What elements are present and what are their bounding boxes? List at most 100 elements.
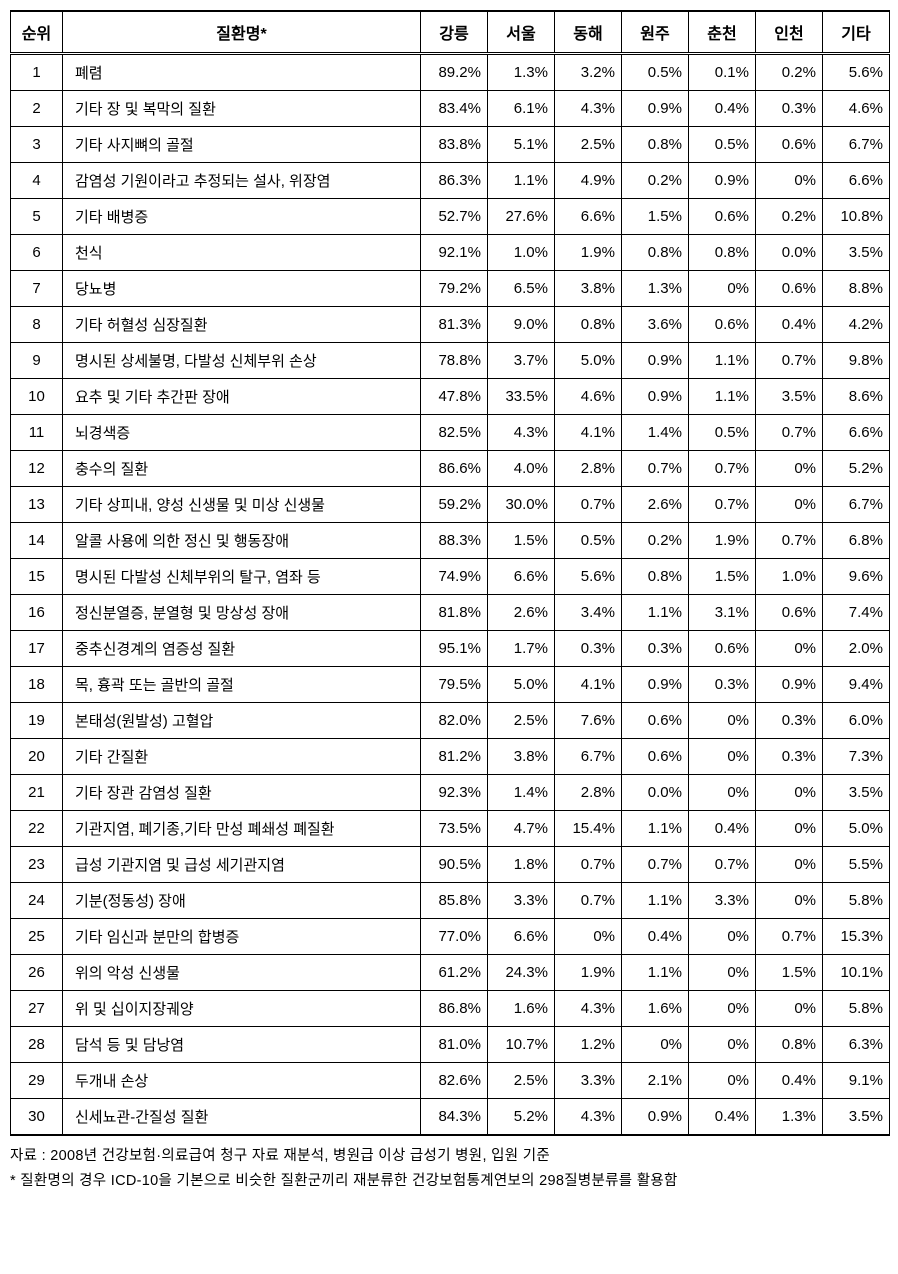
table-cell: 10.8%: [823, 199, 890, 235]
table-row: 15명시된 다발성 신체부위의 탈구, 염좌 등74.9%6.6%5.6%0.8…: [11, 559, 890, 595]
table-cell: 0%: [756, 631, 823, 667]
table-cell: 천식: [63, 235, 421, 271]
table-cell: 6.6%: [555, 199, 622, 235]
table-cell: 1.9%: [555, 955, 622, 991]
table-cell: 1.0%: [756, 559, 823, 595]
table-cell: 25: [11, 919, 63, 955]
table-cell: 0.0%: [622, 775, 689, 811]
table-cell: 1.0%: [488, 235, 555, 271]
table-cell: 1.6%: [622, 991, 689, 1027]
table-cell: 0.7%: [555, 883, 622, 919]
table-cell: 0.1%: [689, 54, 756, 91]
table-cell: 20: [11, 739, 63, 775]
table-cell: 기타 장 및 복막의 질환: [63, 91, 421, 127]
table-cell: 기타 임신과 분만의 합병증: [63, 919, 421, 955]
table-cell: 86.6%: [421, 451, 488, 487]
table-row: 4감염성 기원이라고 추정되는 설사, 위장염86.3%1.1%4.9%0.2%…: [11, 163, 890, 199]
table-cell: 1.5%: [622, 199, 689, 235]
table-cell: 0.3%: [756, 739, 823, 775]
table-cell: 1.9%: [689, 523, 756, 559]
table-cell: 11: [11, 415, 63, 451]
table-cell: 0.4%: [689, 91, 756, 127]
table-cell: 81.3%: [421, 307, 488, 343]
table-row: 9명시된 상세불명, 다발성 신체부위 손상78.8%3.7%5.0%0.9%1…: [11, 343, 890, 379]
table-row: 7당뇨병79.2%6.5%3.8%1.3%0%0.6%8.8%: [11, 271, 890, 307]
table-cell: 15.4%: [555, 811, 622, 847]
table-cell: 0.9%: [622, 667, 689, 703]
table-cell: 81.8%: [421, 595, 488, 631]
table-cell: 5.8%: [823, 991, 890, 1027]
table-cell: 33.5%: [488, 379, 555, 415]
table-cell: 당뇨병: [63, 271, 421, 307]
table-cell: 0.8%: [622, 559, 689, 595]
table-row: 22기관지염, 폐기종,기타 만성 폐쇄성 폐질환73.5%4.7%15.4%1…: [11, 811, 890, 847]
table-cell: 22: [11, 811, 63, 847]
table-cell: 9: [11, 343, 63, 379]
table-cell: 9.0%: [488, 307, 555, 343]
table-cell: 3.7%: [488, 343, 555, 379]
table-cell: 3.2%: [555, 54, 622, 91]
table-cell: 7.4%: [823, 595, 890, 631]
table-row: 23급성 기관지염 및 급성 세기관지염90.5%1.8%0.7%0.7%0.7…: [11, 847, 890, 883]
table-cell: 10.1%: [823, 955, 890, 991]
table-cell: 4.2%: [823, 307, 890, 343]
table-cell: 1.3%: [622, 271, 689, 307]
table-row: 19본태성(원발성) 고혈압82.0%2.5%7.6%0.6%0%0.3%6.0…: [11, 703, 890, 739]
col-header-3: 서울: [488, 11, 555, 54]
table-cell: 2.6%: [622, 487, 689, 523]
table-cell: 59.2%: [421, 487, 488, 523]
table-cell: 0.6%: [756, 595, 823, 631]
table-cell: 4.7%: [488, 811, 555, 847]
table-cell: 8: [11, 307, 63, 343]
table-cell: 0.9%: [756, 667, 823, 703]
col-header-7: 인천: [756, 11, 823, 54]
table-cell: 3.6%: [622, 307, 689, 343]
table-cell: 12: [11, 451, 63, 487]
table-cell: 6.7%: [555, 739, 622, 775]
table-cell: 1.5%: [689, 559, 756, 595]
table-cell: 28: [11, 1027, 63, 1063]
table-cell: 52.7%: [421, 199, 488, 235]
table-cell: 0%: [689, 919, 756, 955]
table-cell: 6.6%: [488, 919, 555, 955]
table-cell: 6.8%: [823, 523, 890, 559]
table-cell: 0%: [756, 991, 823, 1027]
table-cell: 24: [11, 883, 63, 919]
table-cell: 23: [11, 847, 63, 883]
table-row: 27위 및 십이지장궤양86.8%1.6%4.3%1.6%0%0%5.8%: [11, 991, 890, 1027]
table-cell: 9.8%: [823, 343, 890, 379]
table-cell: 4.6%: [555, 379, 622, 415]
table-cell: 8.8%: [823, 271, 890, 307]
table-cell: 1.4%: [488, 775, 555, 811]
table-row: 26위의 악성 신생물61.2%24.3%1.9%1.1%0%1.5%10.1%: [11, 955, 890, 991]
table-cell: 0.4%: [689, 1099, 756, 1136]
table-cell: 29: [11, 1063, 63, 1099]
table-cell: 3.1%: [689, 595, 756, 631]
table-cell: 두개내 손상: [63, 1063, 421, 1099]
table-row: 16정신분열증, 분열형 및 망상성 장애81.8%2.6%3.4%1.1%3.…: [11, 595, 890, 631]
table-cell: 92.1%: [421, 235, 488, 271]
table-cell: 3: [11, 127, 63, 163]
table-cell: 0%: [756, 883, 823, 919]
table-cell: 2.5%: [488, 703, 555, 739]
table-cell: 기타 배병증: [63, 199, 421, 235]
table-cell: 0.7%: [555, 847, 622, 883]
table-cell: 기타 허혈성 심장질환: [63, 307, 421, 343]
table-cell: 17: [11, 631, 63, 667]
table-cell: 27.6%: [488, 199, 555, 235]
table-cell: 7: [11, 271, 63, 307]
table-row: 30신세뇨관-간질성 질환84.3%5.2%4.3%0.9%0.4%1.3%3.…: [11, 1099, 890, 1136]
table-cell: 3.5%: [823, 775, 890, 811]
table-cell: 중추신경계의 염증성 질환: [63, 631, 421, 667]
footnote-line: * 질환명의 경우 ICD-10을 기본으로 비슷한 질환군끼리 재분류한 건강…: [10, 1169, 888, 1194]
table-cell: 신세뇨관-간질성 질환: [63, 1099, 421, 1136]
table-cell: 0.3%: [622, 631, 689, 667]
table-cell: 47.8%: [421, 379, 488, 415]
table-cell: 0.7%: [756, 415, 823, 451]
table-cell: 6.0%: [823, 703, 890, 739]
table-cell: 폐렴: [63, 54, 421, 91]
table-cell: 0.5%: [555, 523, 622, 559]
table-cell: 9.4%: [823, 667, 890, 703]
table-cell: 1.1%: [622, 595, 689, 631]
table-cell: 0.6%: [622, 703, 689, 739]
